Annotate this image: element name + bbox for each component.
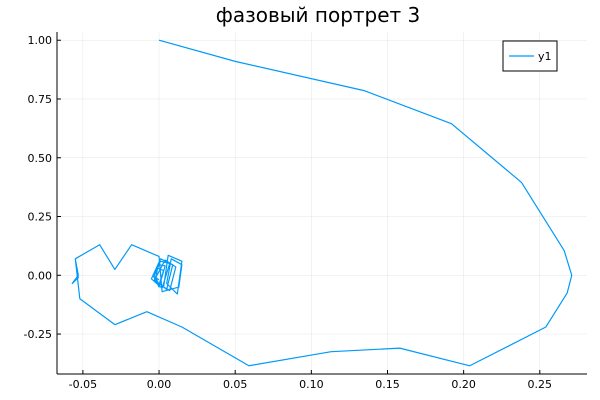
legend-label: y1 bbox=[538, 50, 552, 63]
grid bbox=[57, 32, 587, 374]
axes bbox=[56, 32, 587, 375]
chart-title: фазовый портрет 3 bbox=[216, 3, 421, 27]
series-line-y1 bbox=[71, 39, 573, 367]
x-tick-label: 0.20 bbox=[451, 378, 476, 391]
y-tick-label: 0.25 bbox=[28, 211, 53, 224]
y-tick-label: 0.75 bbox=[28, 93, 53, 106]
y-tick-label: 0.50 bbox=[28, 152, 53, 165]
series-group bbox=[71, 39, 573, 367]
y-tick-label: 1.00 bbox=[28, 34, 53, 47]
tick-labels: -0.05 0.00 0.05 0.10 0.15 0.20 0.25 -0.25 0.00 0.… bbox=[24, 34, 553, 391]
x-tick-label: 0.10 bbox=[299, 378, 324, 391]
y-tick-label: 0.00 bbox=[28, 269, 53, 282]
x-tick-label: -0.05 bbox=[69, 378, 97, 391]
legend: y1 bbox=[502, 40, 558, 72]
y-tick-label: -0.25 bbox=[24, 328, 52, 341]
x-tick-label: 0.05 bbox=[223, 378, 248, 391]
x-tick-label: 0.15 bbox=[375, 378, 400, 391]
x-tick-label: 0.00 bbox=[147, 378, 172, 391]
x-tick-label: 0.25 bbox=[528, 378, 553, 391]
